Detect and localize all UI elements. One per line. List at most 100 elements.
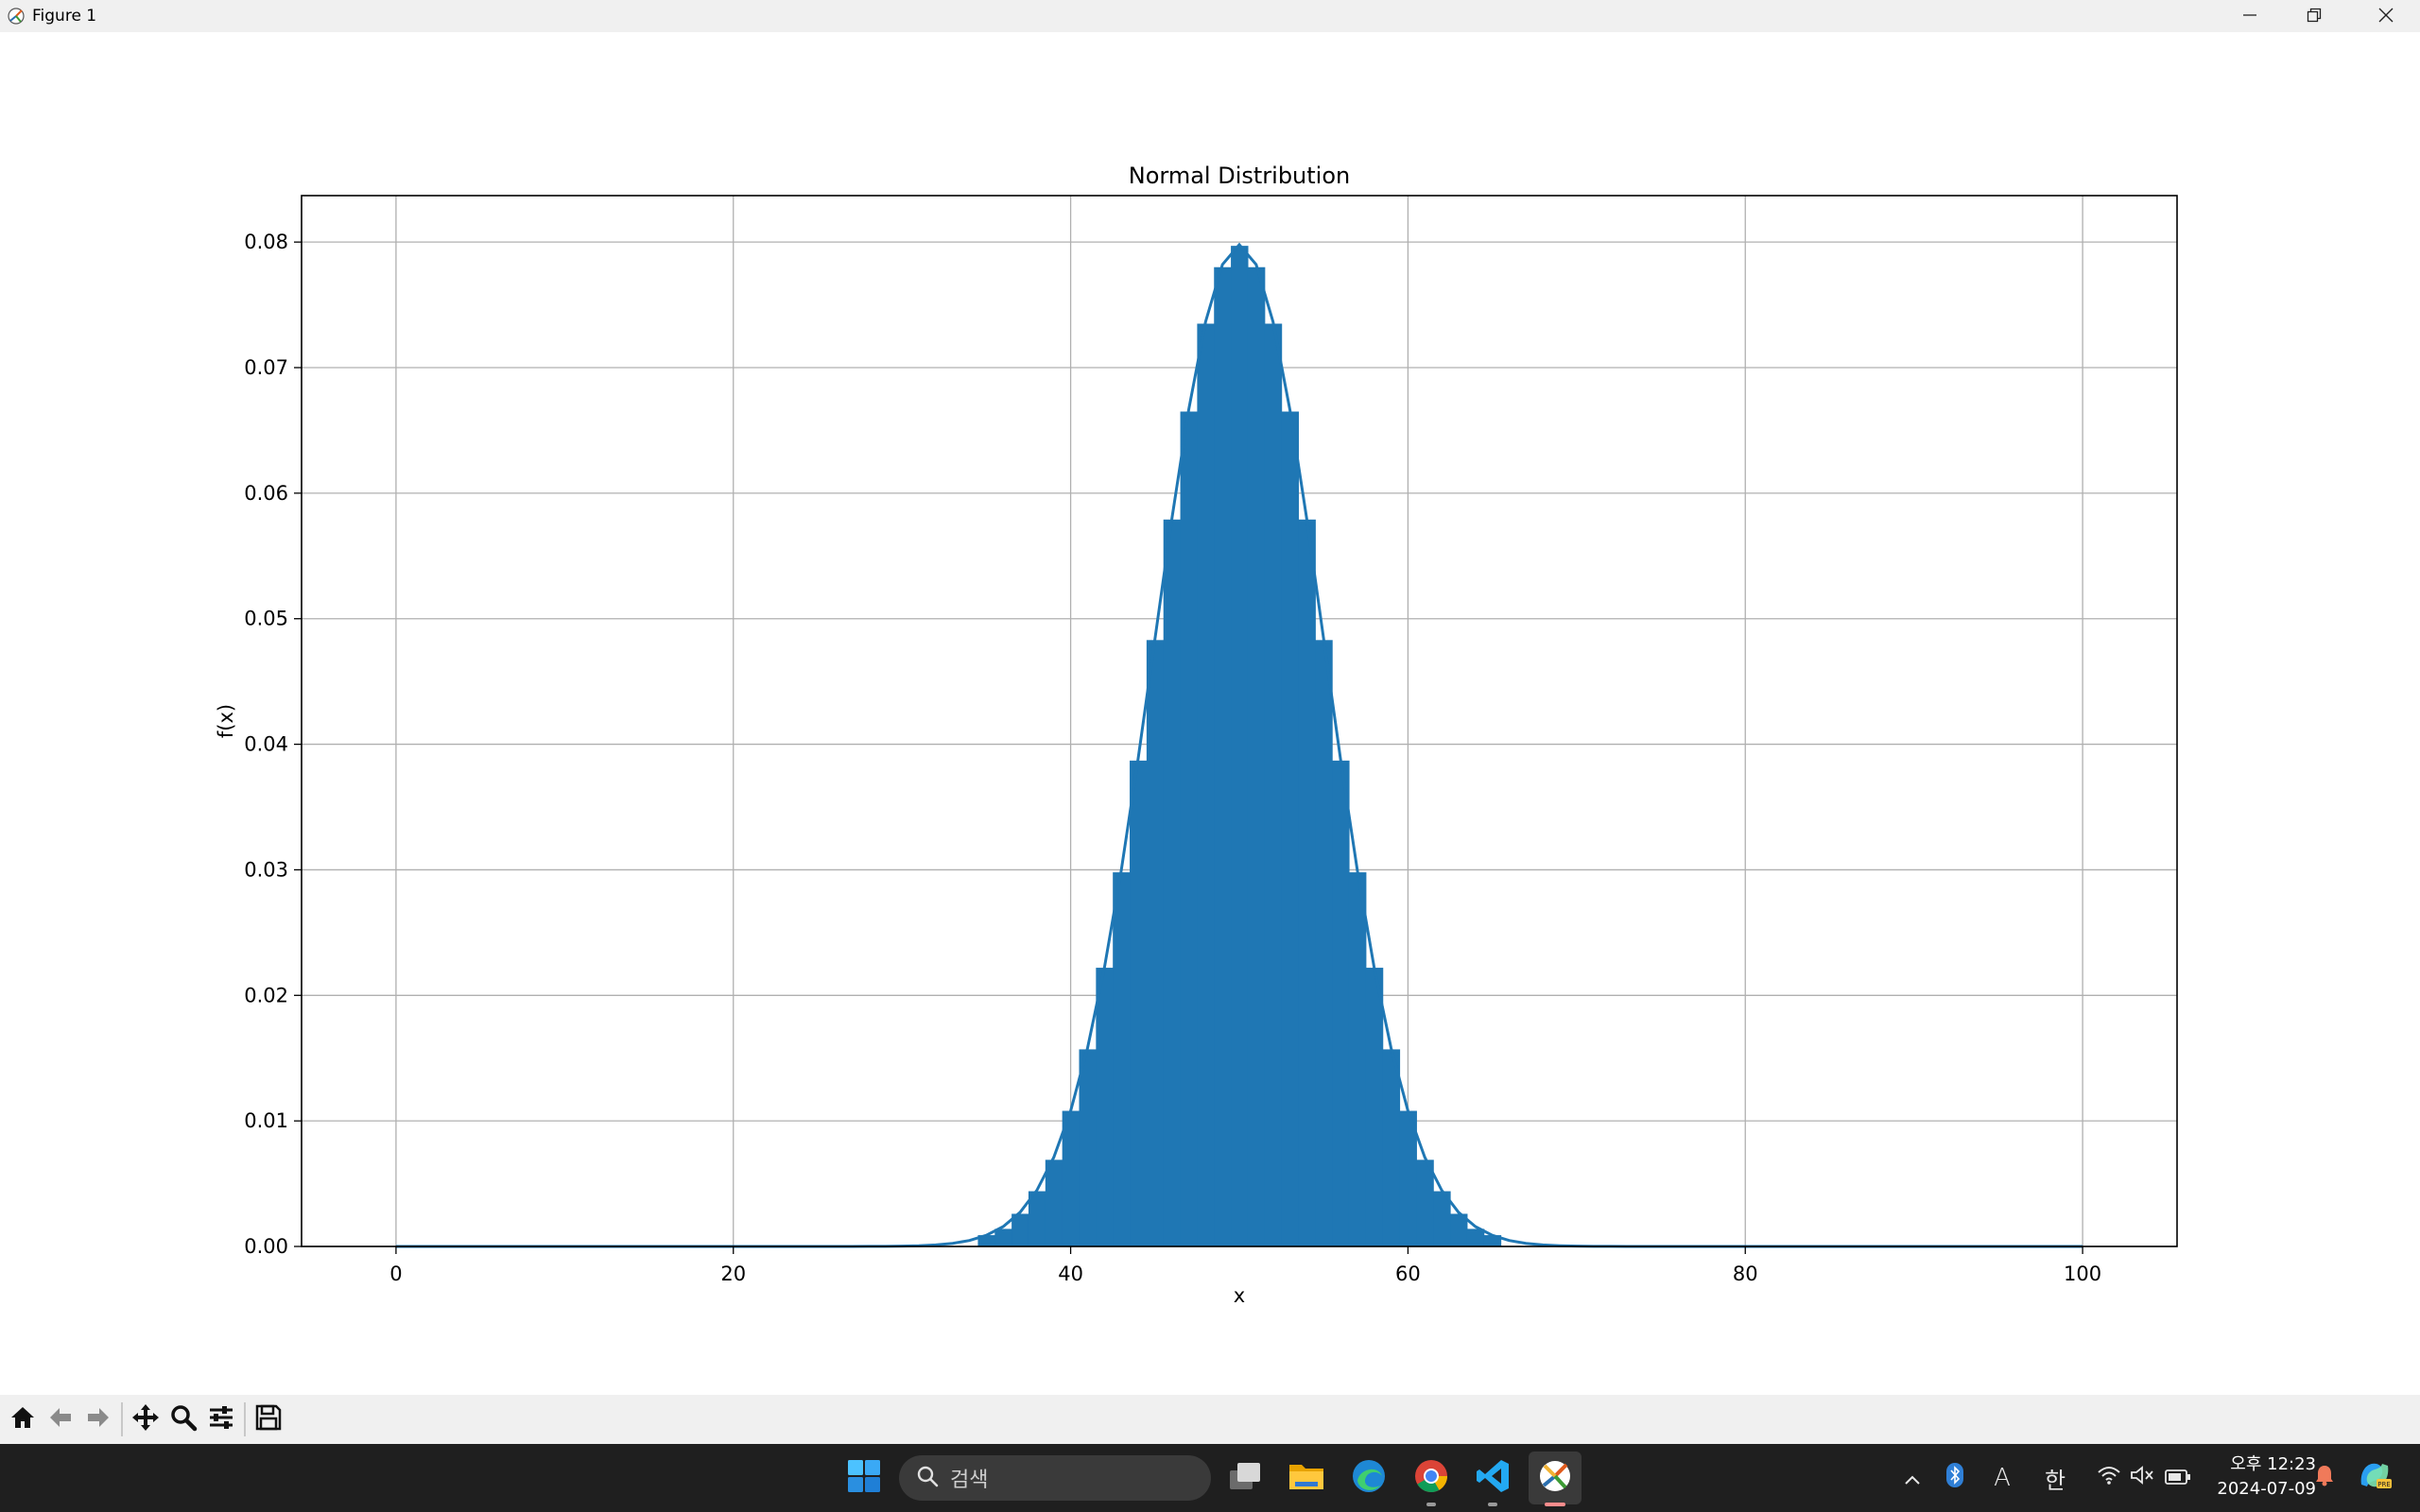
taskbar-clock[interactable]: 오후 12:23 2024-07-09: [2203, 1452, 2316, 1502]
bluetooth-icon: [1945, 1462, 1964, 1494]
chart: 0 20 40 60 80 100 0.000.010.020.030.040.050.0…: [215, 163, 2178, 1307]
histogram-bar: [1197, 323, 1215, 1246]
active-indicator: [1545, 1503, 1565, 1506]
histogram-bar: [1315, 640, 1333, 1246]
histogram-bar: [1045, 1160, 1063, 1246]
histogram-bar: [1214, 266, 1232, 1247]
histogram-bar: [1011, 1213, 1029, 1246]
configure-subplots-button[interactable]: [202, 1399, 240, 1440]
network-tray-button[interactable]: [2093, 1459, 2125, 1497]
configure-icon: [207, 1403, 235, 1435]
window-title: Figure 1: [32, 7, 97, 26]
bell-icon: [2314, 1464, 2335, 1492]
x-tick-label: 60: [1395, 1263, 1421, 1285]
histogram-bar: [1028, 1191, 1046, 1246]
histogram-bar: [1180, 411, 1198, 1246]
histogram-bar: [1416, 1160, 1434, 1246]
histogram-bar: [1146, 640, 1165, 1246]
file-explorer-button[interactable]: [1280, 1452, 1333, 1504]
histogram-bar: [1113, 872, 1131, 1246]
y-tick-label: 0.03: [244, 858, 288, 881]
histogram-bar: [1079, 1049, 1097, 1246]
search-placeholder: 검색: [950, 1469, 989, 1492]
x-tick-label: 0: [389, 1263, 402, 1285]
notifications-button[interactable]: [2310, 1459, 2339, 1497]
windows-start-icon: [847, 1459, 881, 1497]
home-button[interactable]: [4, 1399, 42, 1440]
edge-icon: [1350, 1457, 1388, 1499]
histogram-bars: [977, 246, 1502, 1247]
task-view-icon: [1226, 1459, 1264, 1497]
histogram-bar: [1130, 760, 1148, 1246]
toolbar-separator: [244, 1402, 246, 1436]
histogram-bar: [1365, 968, 1384, 1246]
y-tick-label: 0.01: [244, 1109, 288, 1132]
histogram-bar: [994, 1228, 1012, 1246]
matplotlib-figure-button[interactable]: [1529, 1452, 1582, 1506]
matplotlib-figure-icon: [1536, 1457, 1574, 1499]
y-ticks: 0.00 0.01 0.02 0.03 0.04 0.05 0.06 0.07 0.08: [244, 231, 302, 1258]
battery-tray-button[interactable]: [2161, 1459, 2195, 1497]
battery-icon: [2165, 1465, 2191, 1491]
chrome-button[interactable]: [1405, 1452, 1458, 1506]
volume-tray-button[interactable]: [2127, 1459, 2157, 1497]
histogram-bar: [1399, 1110, 1417, 1246]
window-titlebar: Figure 1: [0, 0, 2420, 32]
start-button[interactable]: [838, 1452, 890, 1504]
histogram-bar: [1281, 411, 1300, 1246]
task-view-button[interactable]: [1219, 1452, 1271, 1504]
histogram-bar: [1231, 246, 1249, 1246]
copilot-icon: PRE: [2356, 1458, 2394, 1498]
volume-muted-icon: [2130, 1465, 2154, 1491]
edge-button[interactable]: [1342, 1452, 1395, 1504]
x-ticks: 0 20 40 60 80 100: [389, 1246, 2101, 1285]
save-icon: [254, 1403, 283, 1435]
x-tick-label: 40: [1058, 1263, 1083, 1285]
wifi-icon: [2097, 1465, 2121, 1491]
close-button[interactable]: [2354, 0, 2418, 32]
y-tick-label: 0.00: [244, 1235, 288, 1258]
figure-app-icon: [6, 6, 26, 26]
close-icon: [2378, 5, 2394, 27]
histogram-bar: [1298, 519, 1316, 1246]
taskbar: 검색: [0, 1444, 2420, 1512]
ime-language-button[interactable]: 한: [2040, 1459, 2070, 1497]
running-indicator: [1426, 1503, 1436, 1506]
y-tick-label: 0.08: [244, 231, 288, 253]
y-axis-label: f(x): [215, 704, 237, 738]
y-tick-label: 0.05: [244, 608, 288, 630]
histogram-bar: [1096, 968, 1114, 1246]
back-button[interactable]: [42, 1399, 79, 1440]
figure-canvas[interactable]: 0 20 40 60 80 100 0.00 0.01 0.02 0.03 0.04 0.05 0.0…: [0, 32, 2420, 1395]
histogram-bar: [1247, 266, 1266, 1247]
home-icon: [9, 1403, 37, 1435]
ime-mode-label: A: [1994, 1464, 2011, 1492]
show-hidden-icons-button[interactable]: [1898, 1459, 1927, 1497]
vscode-icon: [1474, 1457, 1512, 1499]
bluetooth-tray-button[interactable]: [1940, 1459, 1970, 1497]
clock-time: 오후 12:23: [2230, 1454, 2316, 1474]
x-tick-label: 100: [2064, 1263, 2101, 1285]
save-button[interactable]: [250, 1399, 287, 1440]
restore-button[interactable]: [2282, 0, 2346, 32]
chart-title: Normal Distribution: [1129, 163, 1350, 189]
minimize-button[interactable]: [2218, 0, 2282, 32]
ime-mode-button[interactable]: A: [1987, 1459, 2017, 1497]
histogram-bar: [1382, 1049, 1401, 1246]
vscode-button[interactable]: [1466, 1452, 1519, 1506]
x-axis-label: x: [1234, 1284, 1245, 1307]
toolbar-separator: [121, 1402, 123, 1436]
chrome-icon: [1412, 1457, 1450, 1499]
taskbar-search-box[interactable]: 검색: [899, 1455, 1211, 1501]
zoom-button[interactable]: [164, 1399, 202, 1440]
forward-button[interactable]: [79, 1399, 117, 1440]
forward-icon: [84, 1403, 112, 1435]
copilot-button[interactable]: PRE: [2352, 1459, 2397, 1497]
minimize-icon: [2242, 5, 2257, 27]
pan-button[interactable]: [127, 1399, 164, 1440]
histogram-bar: [1433, 1191, 1451, 1246]
clock-date: 2024-07-09: [2217, 1479, 2316, 1499]
file-explorer-icon: [1288, 1459, 1325, 1497]
histogram-bar: [977, 1235, 995, 1246]
x-tick-label: 20: [720, 1263, 746, 1285]
